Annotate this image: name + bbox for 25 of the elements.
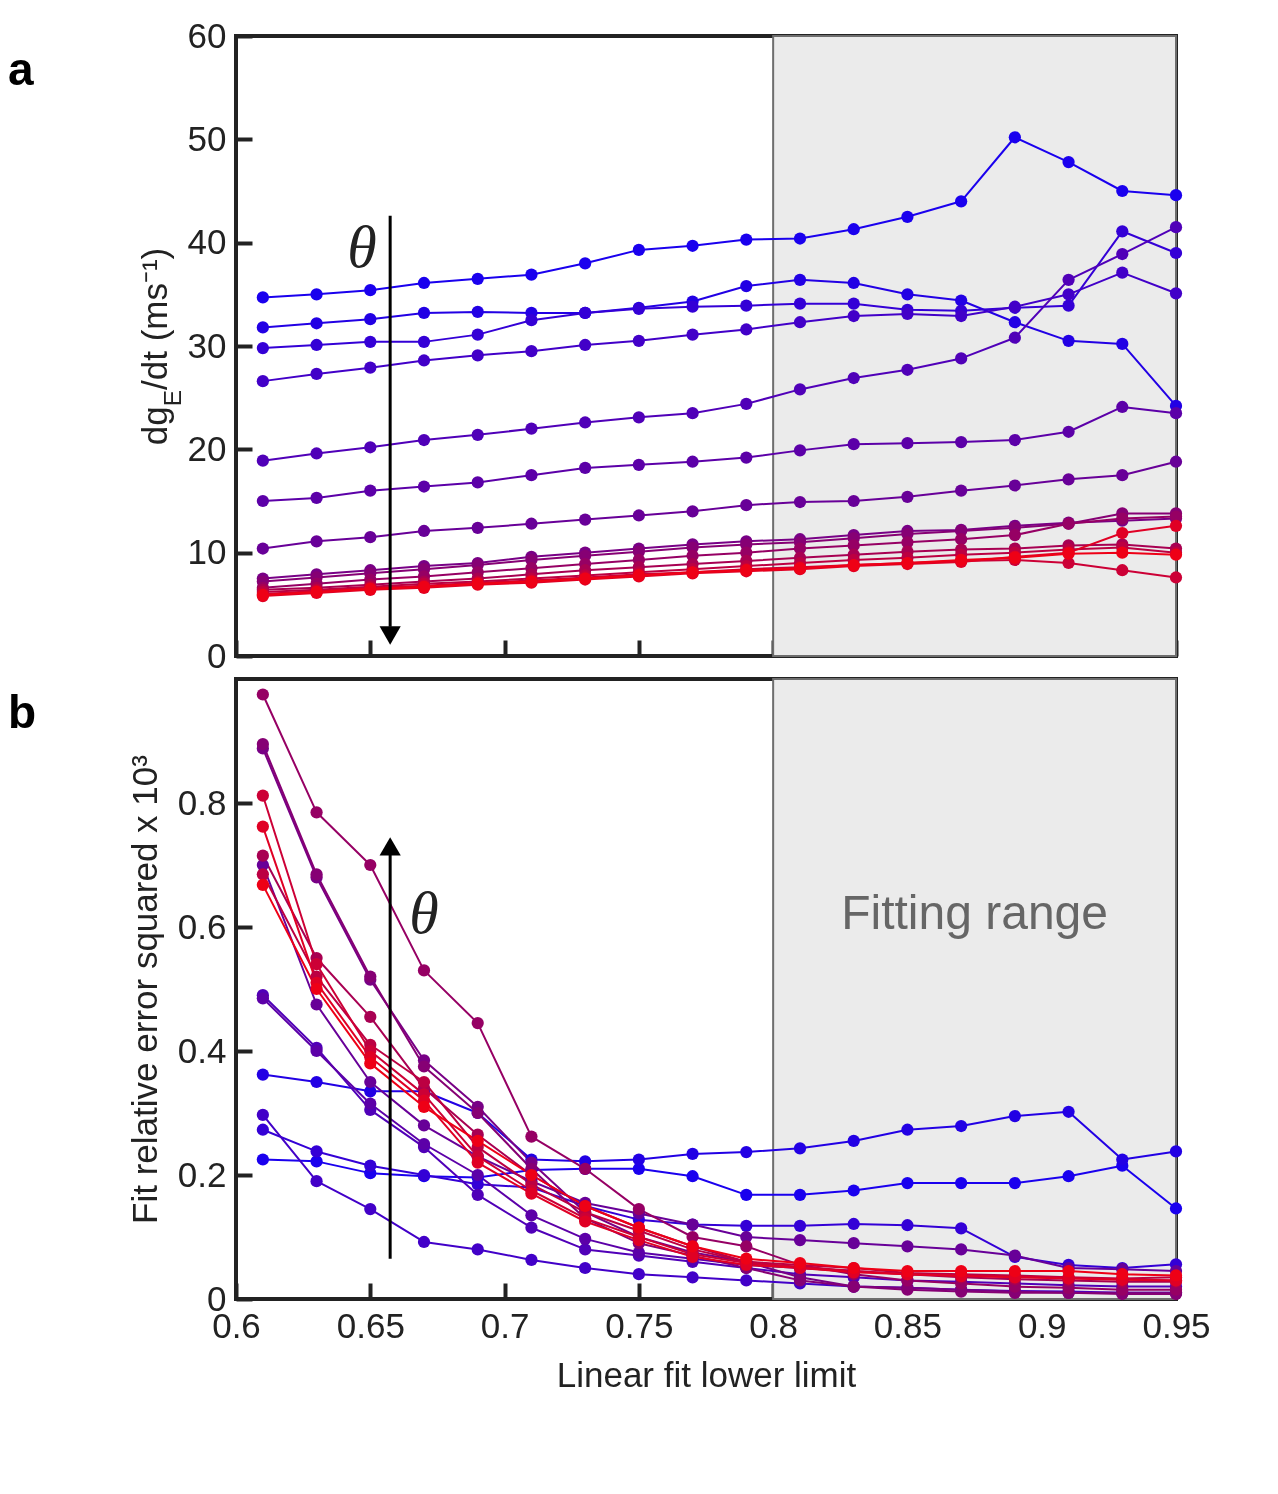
y-tick-label: 60: [187, 15, 227, 55]
annotation: θ: [409, 879, 439, 946]
x-tick-label: 0.65: [336, 1305, 405, 1345]
y-tick-label: 0.4: [177, 1030, 227, 1070]
x-tick-label: 0.95: [1142, 1305, 1211, 1345]
y-axis-title: Fit relative error squared x 10³: [124, 755, 164, 1224]
x-tick-label: 0.7: [480, 1305, 530, 1345]
x-tick-label: 0.75: [605, 1305, 674, 1345]
x-axis-title: Linear fit lower limit: [556, 1354, 857, 1394]
chart-title: a: [8, 43, 34, 95]
y-tick-label: 0.8: [177, 782, 227, 822]
y-tick-label: 50: [187, 118, 227, 158]
x-tick-label: 0.8: [749, 1305, 798, 1345]
y-tick-label: 30: [187, 325, 227, 365]
x-tick-label: 0.85: [873, 1305, 942, 1345]
y-tick-label: 10: [187, 532, 227, 572]
x-tick-label: 0.9: [1017, 1305, 1067, 1345]
band-label: Fitting range: [841, 885, 1108, 939]
y-tick-label: 40: [187, 222, 227, 262]
chart-title: b: [8, 686, 37, 738]
y-tick-label: 0.2: [177, 1154, 227, 1194]
y-tick-label: 20: [187, 428, 227, 468]
y-tick-label: 0.6: [177, 906, 227, 946]
annotation: θ: [347, 213, 377, 280]
y-tick-label: 0: [207, 635, 227, 675]
